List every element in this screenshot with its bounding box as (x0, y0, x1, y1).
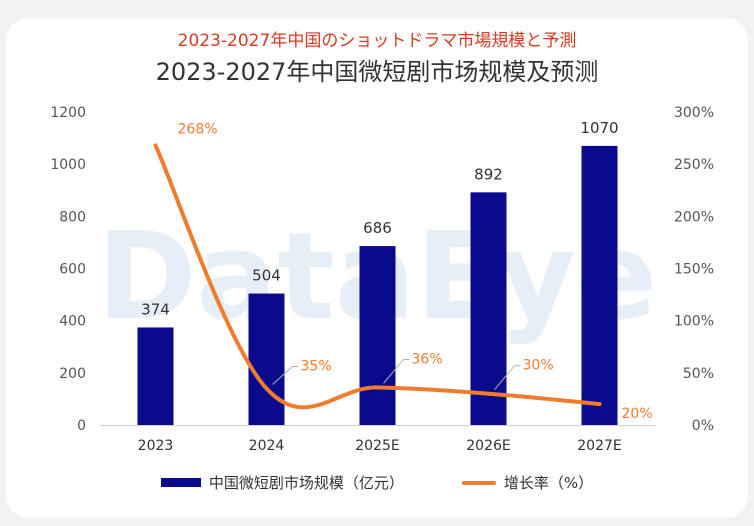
legend-line-label: 增长率（%） (503, 474, 594, 492)
bar-data-label: 686 (363, 219, 392, 237)
legend-bar-swatch (160, 478, 201, 487)
growth-label-leader (494, 365, 521, 391)
bar-data-label: 374 (141, 300, 170, 318)
bar (137, 327, 174, 425)
bar (248, 293, 285, 425)
x-tick-label: 2027E (577, 438, 621, 454)
bar-data-label: 504 (252, 267, 281, 285)
x-tick-label: 2025E (355, 438, 399, 454)
chart-title: 2023-2027年中国微短剧市场规模及预测 (155, 58, 599, 86)
growth-data-label: 36% (412, 351, 443, 367)
growth-line (153, 143, 602, 410)
bar-data-label: 892 (474, 165, 503, 183)
growth-data-label: 30% (523, 358, 554, 374)
y-right-tick-label: 150% (674, 262, 714, 278)
chart-legend: 中国微短剧市场规模（亿元） 增长率（%） (0, 472, 754, 493)
legend-bar-label: 中国微短剧市场规模（亿元） (208, 474, 404, 492)
japanese-title: 2023-2027年中国のショットドラマ市場規模と予測 (177, 31, 577, 51)
y-left-tick-label: 600 (59, 262, 86, 278)
growth-data-label: 20% (622, 406, 653, 422)
y-right-tick-label: 100% (674, 314, 714, 330)
x-tick-label: 2023 (138, 438, 174, 454)
y-left-tick-label: 0 (77, 418, 86, 434)
legend-item-line: 增长率（%） (461, 472, 594, 493)
y-left-tick-label: 400 (59, 314, 86, 330)
bar (581, 145, 618, 426)
y-right-tick-label: 200% (674, 209, 714, 225)
y-right-tick-label: 300% (674, 105, 714, 121)
growth-label-leader (383, 358, 410, 384)
y-right-tick-label: 50% (683, 366, 714, 382)
y-left-tick-label: 800 (59, 209, 86, 225)
legend-item-bar: 中国微短剧市场规模（亿元） (160, 472, 404, 493)
bar-data-label: 1070 (580, 119, 618, 137)
y-left-tick-label: 1200 (50, 105, 86, 121)
y-left-tick-label: 1000 (50, 157, 86, 173)
growth-label-leader (272, 365, 299, 385)
x-tick-label: 2026E (466, 438, 510, 454)
y-right-tick-label: 0% (692, 418, 714, 434)
bar (470, 192, 507, 425)
y-left-tick-label: 200 (59, 366, 86, 382)
bar (359, 246, 396, 425)
growth-data-label: 35% (301, 358, 332, 374)
growth-data-label: 268% (178, 121, 218, 137)
x-tick-label: 2024 (249, 438, 285, 454)
y-right-tick-label: 250% (674, 157, 714, 173)
legend-line-swatch (461, 480, 496, 485)
